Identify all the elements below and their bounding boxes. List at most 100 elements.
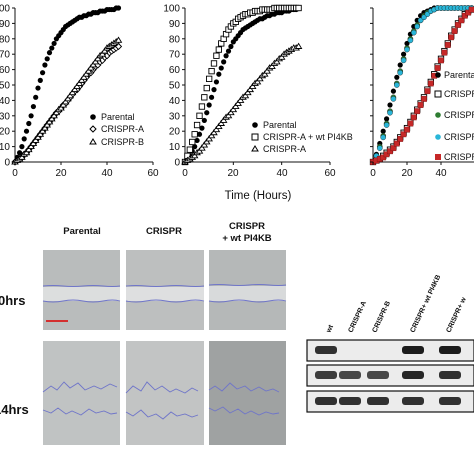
- y-tick-label: 50: [0, 81, 10, 92]
- data-point: [89, 61, 97, 68]
- x-tick-label: 0: [370, 168, 376, 179]
- data-point: [100, 47, 109, 54]
- western-blot: wt CRISPR-A CRISPR-B CRISPR+ wt PI4KB CR…: [306, 274, 474, 413]
- data-point: [196, 112, 203, 119]
- data-point: [295, 4, 302, 12]
- lane-label-wt: wt: [325, 323, 335, 335]
- data-point: [198, 144, 206, 151]
- data-point: [224, 111, 233, 119]
- data-point: [36, 130, 45, 137]
- data-point: [29, 139, 38, 146]
- data-point: [82, 70, 91, 77]
- x-tick-label: 20: [401, 168, 413, 179]
- data-point: [26, 120, 32, 127]
- data-point: [211, 87, 217, 93]
- legend-marker-crispr-a-wt: [251, 133, 259, 141]
- x-tick-label: 0: [12, 168, 18, 179]
- data-point: [294, 42, 303, 49]
- data-point: [49, 45, 55, 51]
- growth-chart-1: 0 20 40 60 Parental CRISPR-A CRISPR-B 0 1…: [0, 4, 159, 180]
- data-point: [205, 135, 213, 142]
- data-point: [200, 141, 209, 148]
- y-tick-label: 20: [0, 127, 10, 138]
- x-tick-label: 20: [227, 168, 239, 179]
- x-tick-label: 60: [147, 168, 159, 179]
- row-header-14hrs: 14hrs: [0, 402, 29, 417]
- legend: Parental CRISPR-A CRISPR-B: [89, 112, 144, 147]
- data-point: [43, 121, 51, 128]
- data-point: [77, 76, 86, 83]
- legend-marker-parental: [435, 72, 441, 78]
- y-tick-label: 30: [169, 111, 181, 122]
- micrograph-parental-0hrs: [42, 250, 121, 330]
- data-point: [393, 82, 400, 88]
- col-header-crispr-wt-line1: CRISPR: [229, 221, 265, 232]
- legend-marker-parental: [252, 122, 258, 128]
- data-point: [61, 98, 70, 105]
- data-point: [192, 144, 198, 150]
- data-point: [387, 109, 393, 116]
- blot-band: [439, 371, 461, 379]
- data-point: [202, 138, 211, 145]
- row-header-0hrs: 0hrs: [0, 293, 25, 308]
- data-point: [217, 119, 226, 126]
- legend-label-parental: Parental: [263, 120, 297, 130]
- data-point: [52, 108, 61, 116]
- data-point: [87, 64, 95, 71]
- data-point: [196, 131, 203, 137]
- data-point: [468, 6, 474, 13]
- y-tick-label: 40: [169, 96, 181, 107]
- legend-label-parental: Parental: [444, 70, 474, 80]
- data-point: [75, 79, 84, 86]
- legend-label-parental: Parental: [101, 112, 135, 122]
- data-point: [25, 145, 33, 153]
- data-point: [448, 34, 455, 41]
- legend-label-crispr-a-wt: CRISPR-A + wt PI4KB: [263, 132, 353, 142]
- blot-strips: [306, 339, 474, 413]
- data-point: [241, 91, 250, 99]
- data-point: [465, 9, 472, 16]
- data-point: [397, 135, 404, 142]
- y-tick-label: 70: [0, 50, 10, 61]
- scale-bar: [46, 320, 68, 322]
- data-point: [199, 125, 205, 131]
- data-point: [227, 108, 235, 116]
- data-point: [383, 151, 390, 158]
- data-point: [393, 140, 400, 147]
- legend-marker-crispr-a: [251, 145, 259, 152]
- data-point: [216, 71, 222, 77]
- growth-chart-3: 0 20 40 Parental CRISPR CRISPR+ CRISPR+ …: [369, 5, 474, 179]
- data-point: [208, 67, 215, 75]
- data-point: [41, 124, 49, 131]
- legend-label-crispr: CRISPR: [444, 89, 474, 99]
- y-tick-label: 60: [0, 65, 10, 76]
- data-point: [225, 48, 232, 54]
- data-point: [417, 102, 424, 108]
- x-tick-label: 60: [324, 168, 336, 179]
- y-tick-label: 100: [163, 4, 180, 15]
- data-point: [218, 65, 224, 71]
- legend-label-crispr-b: CRISPR-B: [101, 137, 144, 147]
- data-point: [390, 88, 396, 94]
- data-point: [376, 145, 383, 151]
- legend-label-crispr-plus-2: CRISPR+: [444, 132, 474, 142]
- data-point: [390, 96, 397, 102]
- lane-label-crispr-wt: CRISPR+ wt PI4KB: [409, 274, 442, 334]
- data-point: [390, 145, 397, 152]
- legend-label-crispr-a: CRISPR-A: [263, 144, 306, 154]
- data-point: [98, 50, 107, 57]
- data-point: [441, 49, 448, 56]
- data-point: [84, 67, 93, 74]
- data-point: [38, 127, 47, 134]
- data-point: [458, 17, 465, 24]
- y-tick-label: 50: [169, 81, 181, 92]
- legend-marker-crispr-b: [89, 138, 97, 145]
- data-point: [438, 57, 444, 64]
- data-point: [22, 148, 31, 156]
- data-point: [50, 111, 58, 119]
- data-point: [46, 50, 53, 56]
- data-point: [219, 116, 228, 123]
- blot-band: [402, 371, 424, 379]
- data-point: [71, 85, 79, 93]
- lane-label-crispr-a: CRISPR-A: [347, 300, 368, 334]
